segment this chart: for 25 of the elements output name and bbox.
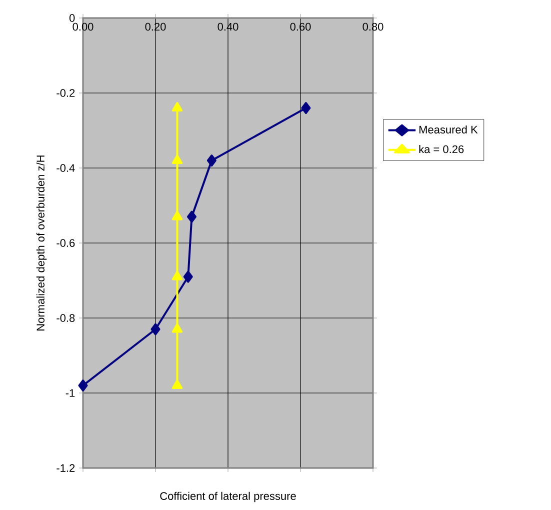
point (172, 154, 183, 164)
point (172, 380, 183, 389)
x-tick-label: 0.80 (362, 22, 384, 31)
y-tick-label: -1.2 (56, 464, 75, 472)
y-tick-label: -0.8 (56, 314, 75, 322)
point (183, 270, 193, 283)
point (206, 154, 216, 166)
y-tick-label: -0.4 (56, 164, 75, 172)
point (78, 380, 88, 392)
y-tick-label: 0 (69, 14, 75, 22)
point (172, 270, 183, 280)
point (172, 323, 183, 333)
legend-label: ka = 0.26 (419, 145, 464, 154)
x-axis-title: Cofficient of lateral pressure (160, 492, 296, 502)
legend-label: Measured K (419, 125, 478, 134)
point (172, 210, 183, 220)
point (172, 102, 183, 112)
y-tick-label: -0.2 (56, 89, 75, 97)
point (186, 210, 196, 223)
point (301, 102, 311, 114)
y-tick-label: -0.6 (56, 239, 75, 247)
x-tick-label: 0.00 (72, 22, 94, 31)
y-tick-label: -1 (66, 389, 75, 397)
y-axis-title: Normalized depth of overburden z/H (36, 156, 47, 330)
point (150, 323, 160, 336)
